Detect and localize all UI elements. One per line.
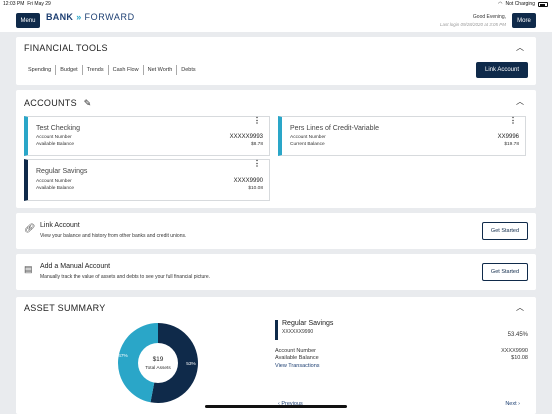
link-account-panel: 🔗︎ Link Account View your balance and hi…: [16, 213, 536, 249]
app-header: Menu BANK » FORWARD Good Evening, Last l…: [0, 8, 552, 32]
donut-svg: $19 Total Assets 53% 47%: [117, 323, 198, 403]
manual-account-subtitle: Manually track the value of assets and d…: [40, 274, 211, 280]
tab-cash-flow[interactable]: Cash Flow: [109, 65, 144, 75]
tab-net-worth[interactable]: Net Worth: [144, 65, 178, 75]
more-button[interactable]: More: [512, 13, 536, 28]
next-button[interactable]: Next ›: [505, 401, 520, 407]
manual-account-title: Add a Manual Account: [40, 263, 111, 270]
link-account-button[interactable]: Link Account: [476, 62, 528, 78]
asset-balance-label: Available Balance: [275, 355, 319, 361]
more-options-icon[interactable]: ⋮: [253, 116, 261, 125]
slice-label-checking: 47%: [118, 353, 128, 359]
menu-button[interactable]: Menu: [16, 13, 40, 28]
asset-summary-panel: ASSET SUMMARY ︿ $19 Total Assets 53% 47%…: [16, 297, 536, 414]
legend-color-bar: [275, 320, 278, 340]
previous-button[interactable]: ‹ Previous: [278, 401, 303, 407]
tab-debts[interactable]: Debts: [181, 67, 196, 73]
bank-logo[interactable]: BANK » FORWARD: [46, 12, 135, 22]
account-card-regular-savings[interactable]: Regular Savings ⋮ Account Number XXXX999…: [24, 159, 270, 201]
asset-number-value: XXXX9990: [501, 348, 528, 354]
home-indicator[interactable]: [205, 405, 347, 408]
manual-account-panel: ▤ Add a Manual Account Manually track th…: [16, 254, 536, 290]
logo-chevron-icon: »: [76, 12, 82, 22]
status-time: 12:03 PM Fri May 29: [3, 1, 51, 7]
financial-tools-title: FINANCIAL TOOLS: [24, 43, 108, 53]
donut-total-label: Total Assets: [145, 365, 171, 371]
asset-detail-percent: 53.45%: [507, 332, 528, 338]
link-account-title: Link Account: [40, 222, 80, 229]
accounts-title: ACCOUNTS ✎: [24, 98, 92, 108]
chevron-up-icon[interactable]: ︿: [516, 43, 524, 52]
status-right: ◠ Not Charging: [498, 1, 548, 7]
tab-spending[interactable]: Spending: [24, 65, 57, 75]
wifi-icon: ◠: [498, 1, 503, 7]
chevron-up-icon[interactable]: ︿: [516, 97, 524, 106]
asset-detail-name: Regular Savings: [282, 320, 334, 327]
charging-status: Not Charging: [505, 1, 535, 7]
asset-number-label: Account Number: [275, 348, 316, 354]
link-account-subtitle: View your balance and history from other…: [40, 233, 187, 239]
more-options-icon[interactable]: ⋮: [253, 159, 261, 168]
chevron-up-icon[interactable]: ︿: [516, 303, 524, 312]
tab-trends[interactable]: Trends: [83, 65, 109, 75]
financial-tools-tabs: Spending Budget Trends Cash Flow Net Wor…: [24, 65, 200, 75]
last-login: Last login 09/28/2020 at 3:05 PM: [439, 22, 506, 27]
manual-account-get-started-button[interactable]: Get Started: [482, 263, 528, 281]
asset-detail-id: XXXXXX9990: [282, 329, 314, 335]
asset-donut-chart[interactable]: $19 Total Assets 53% 47%: [116, 321, 200, 405]
battery-icon: [538, 1, 548, 7]
greeting: Good Evening, Last login 09/28/2020 at 3…: [439, 14, 506, 27]
status-bar: 12:03 PM Fri May 29 ◠ Not Charging: [0, 0, 552, 8]
tab-budget[interactable]: Budget: [56, 65, 83, 75]
link-icon: 🔗︎: [24, 223, 36, 233]
more-options-icon[interactable]: ⋮: [509, 116, 517, 125]
donut-slice-checking[interactable]: [117, 323, 158, 403]
account-card-line-of-credit[interactable]: Pers Lines of Credit-Variable ⋮ Account …: [278, 116, 526, 156]
view-transactions-link[interactable]: View Transactions: [275, 363, 320, 369]
pencil-icon[interactable]: ✎: [83, 98, 92, 108]
accounts-panel: ACCOUNTS ✎ ︿ Test Checking ⋮ Account Num…: [16, 90, 536, 208]
manual-entry-icon: ▤: [24, 264, 33, 274]
financial-tools-panel: FINANCIAL TOOLS ︿ Spending Budget Trends…: [16, 37, 536, 85]
slice-label-savings: 53%: [186, 361, 196, 367]
donut-total-value: $19: [153, 356, 164, 363]
asset-balance-value: $10.08: [511, 355, 528, 361]
link-account-get-started-button[interactable]: Get Started: [482, 222, 528, 240]
asset-summary-title: ASSET SUMMARY: [24, 303, 106, 313]
account-card-test-checking[interactable]: Test Checking ⋮ Account Number XXXXX9993…: [24, 116, 270, 156]
